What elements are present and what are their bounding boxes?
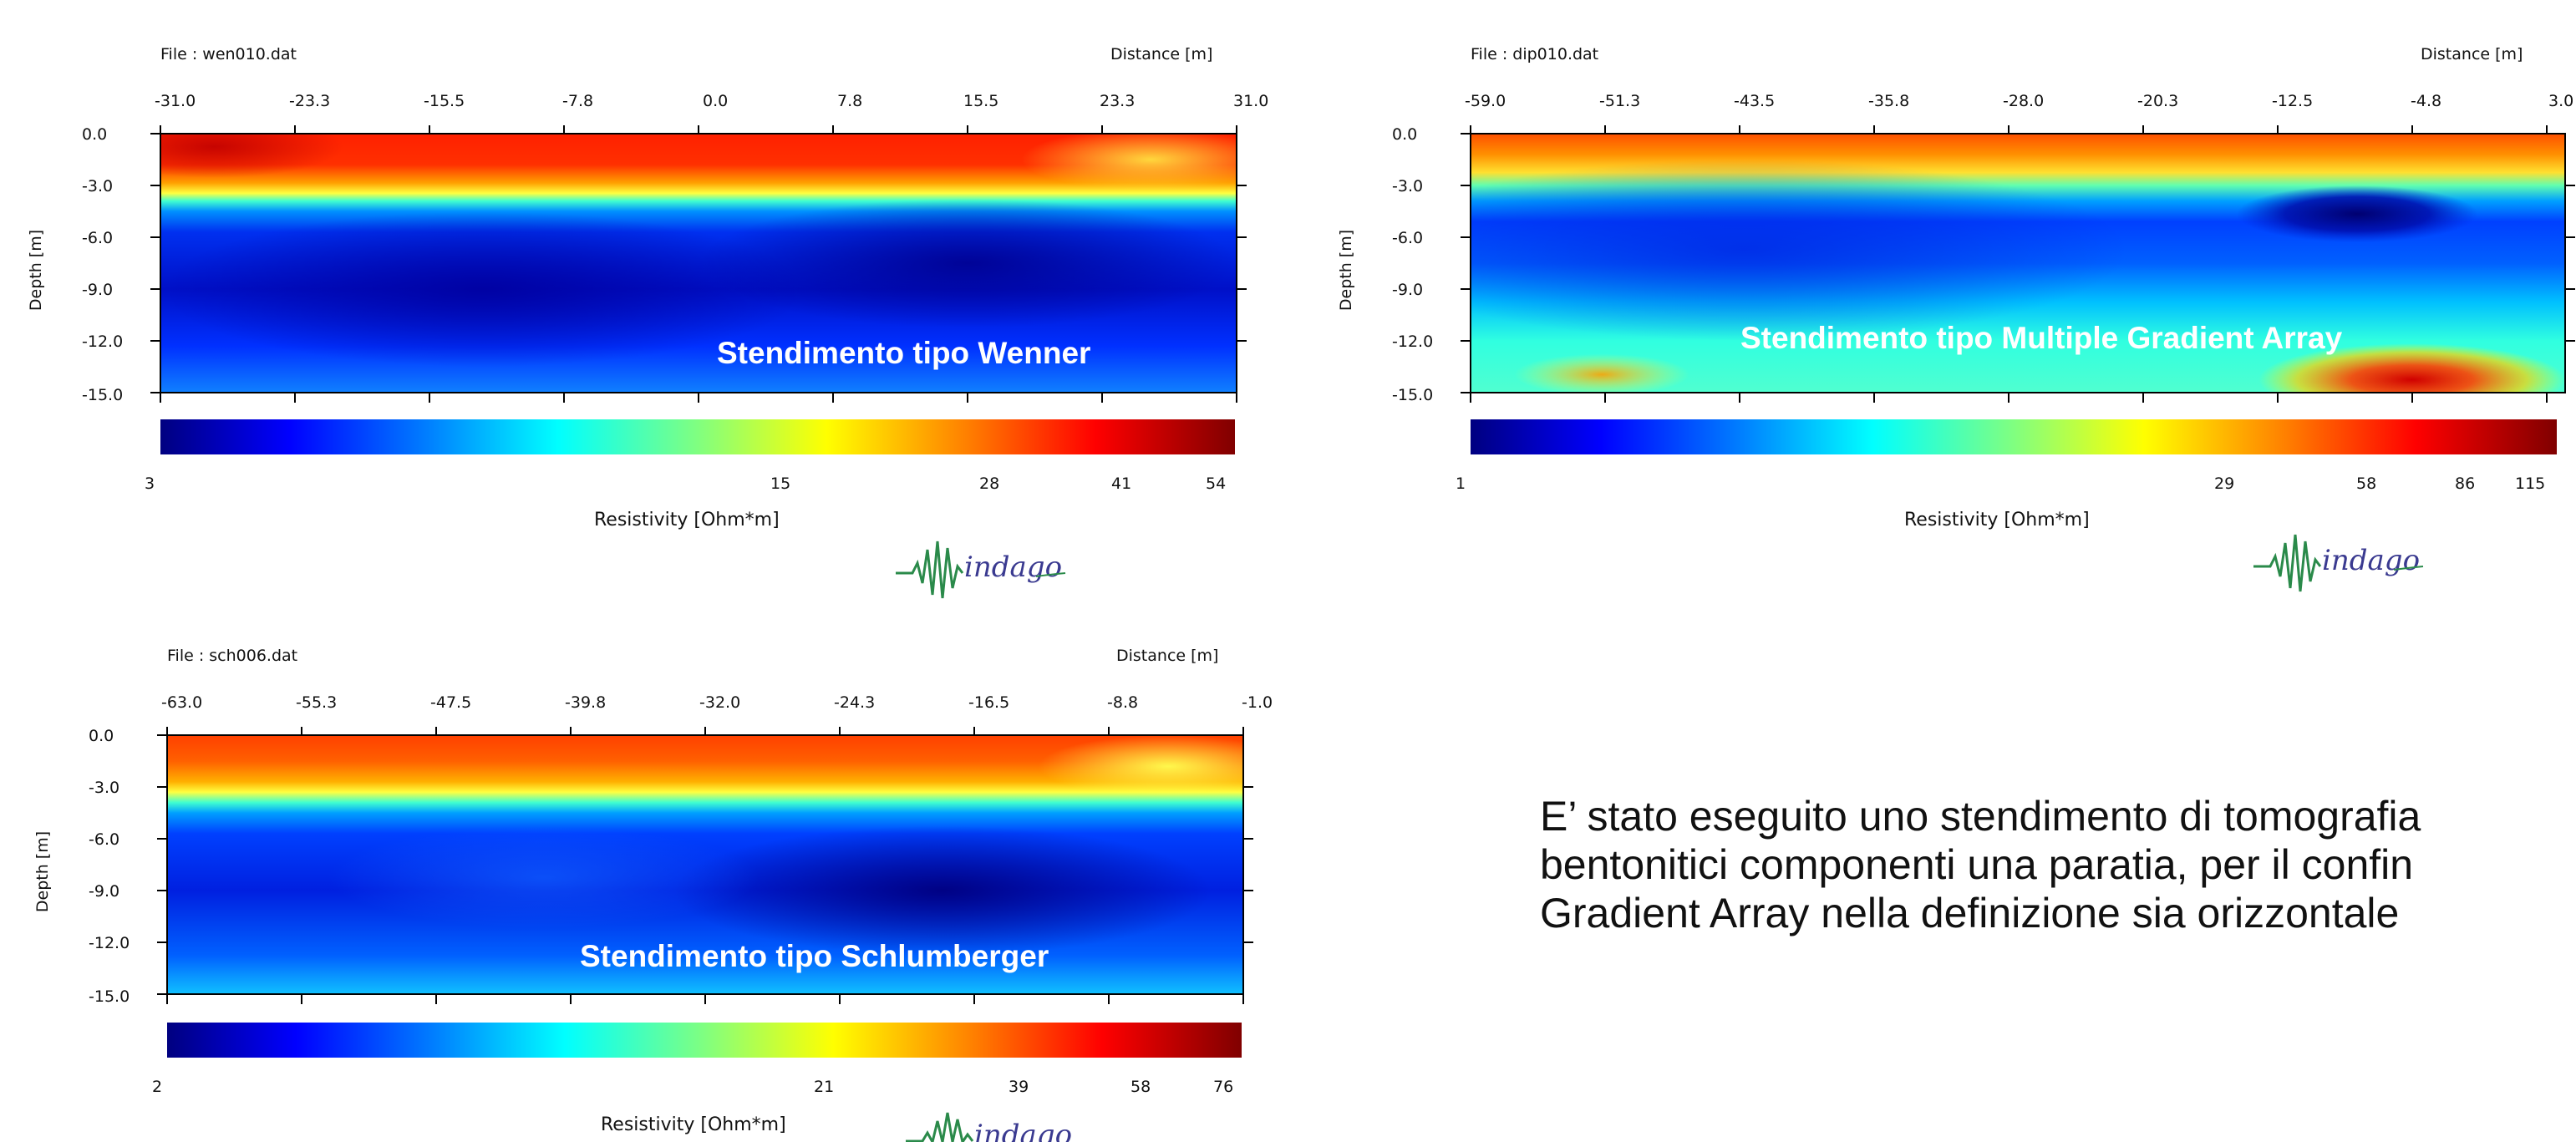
x-tick-label: 31.0 — [1233, 92, 1269, 110]
colorbar-tick-label: 21 — [814, 1078, 835, 1096]
y-tick-label: -15.0 — [89, 987, 130, 1006]
y-tick-label: -9.0 — [82, 281, 114, 299]
x-tick-label: -8.8 — [1107, 693, 1139, 712]
colorbar-tick-label: 2 — [152, 1078, 163, 1096]
x-tick-label: -16.5 — [968, 693, 1010, 712]
description-text: E’ stato eseguito uno stendimento di tom… — [1540, 792, 2576, 937]
x-tick-label: 23.3 — [1100, 92, 1136, 110]
colorbar — [160, 419, 1235, 454]
section-shade — [160, 134, 1237, 393]
colorbar-tick-label: 39 — [1009, 1078, 1029, 1096]
colorbar-tick-label: 54 — [1206, 475, 1227, 493]
company-logo: indago — [906, 1112, 1072, 1142]
x-tick-label: -63.0 — [161, 693, 203, 712]
colorbar-tick-label: 58 — [1130, 1078, 1151, 1096]
x-tick-label: -47.5 — [430, 693, 472, 712]
x-tick-label: -23.3 — [289, 92, 331, 110]
y-tick-label: -9.0 — [89, 882, 120, 901]
colorbar-tick-label: 29 — [2214, 475, 2235, 493]
section-shade — [1471, 134, 2565, 393]
section-shade — [167, 735, 1243, 994]
description-line: bentonitici componenti una paratia, per … — [1540, 841, 2414, 888]
y-tick-label: -12.0 — [89, 934, 130, 952]
x-tick-label: -51.3 — [1599, 92, 1641, 110]
y-tick-label: -15.0 — [82, 386, 124, 404]
x-tick-label: 3.0 — [2548, 92, 2574, 110]
y-tick-label: -12.0 — [1392, 332, 1434, 351]
x-tick-label: -31.0 — [155, 92, 196, 110]
depth-axis-label: Depth [m] — [27, 229, 46, 312]
resistivity-label: Resistivity [Ohm*m] — [601, 1114, 786, 1135]
section-title: Stendimento tipo Multiple Gradient Array — [1740, 321, 2343, 355]
depth-axis-label: Depth [m] — [33, 830, 53, 913]
tick-marks — [1461, 125, 2575, 403]
colorbar — [1471, 419, 2557, 454]
section-title: Stendimento tipo Wenner — [717, 336, 1091, 370]
company-logo: indago — [896, 541, 1066, 599]
plot-frame — [1470, 133, 2566, 393]
x-tick-label: 7.8 — [837, 92, 863, 110]
depth-axis-label: Depth [m] — [1337, 229, 1356, 312]
x-tick-label: -43.5 — [1734, 92, 1776, 110]
y-tick-label: -12.0 — [82, 332, 124, 351]
colorbar-tick-label: 41 — [1111, 475, 1132, 493]
colorbar-tick-label: 3 — [145, 475, 155, 493]
resistivity-section — [1461, 125, 2575, 403]
colorbar-tick-label: 86 — [2455, 475, 2476, 493]
x-tick-label: -28.0 — [2003, 92, 2045, 110]
tick-marks — [150, 125, 1247, 403]
y-tick-label: -15.0 — [1392, 386, 1434, 404]
resistivity-label: Resistivity [Ohm*m] — [594, 510, 780, 530]
svg-text:indago: indago — [2322, 544, 2420, 577]
y-tick-label: -6.0 — [82, 229, 114, 247]
svg-text:indago: indago — [974, 1119, 1072, 1142]
colorbar-tick-label: 115 — [2515, 475, 2546, 493]
x-tick-label: -15.5 — [424, 92, 465, 110]
y-tick-label: 0.0 — [89, 727, 114, 745]
x-tick-label: -20.3 — [2137, 92, 2179, 110]
y-tick-label: 0.0 — [1392, 125, 1418, 144]
y-tick-label: -3.0 — [89, 779, 120, 797]
y-tick-label: -6.0 — [89, 830, 120, 849]
resistivity-label: Resistivity [Ohm*m] — [1904, 510, 2090, 530]
x-tick-label: -24.3 — [834, 693, 876, 712]
x-tick-label: -59.0 — [1465, 92, 1506, 110]
colorbar-tick-label: 28 — [979, 475, 1000, 493]
svg-text:indago: indago — [964, 551, 1062, 584]
distance-label: Distance [m] — [2421, 45, 2523, 63]
distance-label: Distance [m] — [1110, 45, 1213, 63]
x-tick-label: -7.8 — [562, 92, 594, 110]
y-tick-label: -6.0 — [1392, 229, 1424, 247]
file-label: File : wen010.dat — [160, 45, 297, 63]
x-tick-label: 15.5 — [963, 92, 999, 110]
x-tick-label: -55.3 — [296, 693, 338, 712]
y-tick-label: -3.0 — [82, 177, 114, 195]
section-title: Stendimento tipo Schlumberger — [580, 939, 1049, 973]
colorbar-tick-label: 1 — [1456, 475, 1466, 493]
x-tick-label: -39.8 — [565, 693, 607, 712]
colorbar-tick-label: 15 — [770, 475, 791, 493]
x-tick-label: -4.8 — [2411, 92, 2442, 110]
resistivity-section — [150, 125, 1247, 403]
x-tick-label: -35.8 — [1868, 92, 1910, 110]
colorbar-tick-label: 58 — [2356, 475, 2377, 493]
file-label: File : sch006.dat — [167, 647, 298, 665]
company-logo: indago — [2253, 534, 2424, 592]
tick-marks — [157, 727, 1253, 1004]
colorbar-tick-label: 76 — [1213, 1078, 1234, 1096]
file-label: File : dip010.dat — [1471, 45, 1599, 63]
resistivity-section — [157, 727, 1253, 1004]
y-tick-label: -3.0 — [1392, 177, 1424, 195]
x-tick-label: -1.0 — [1242, 693, 1273, 712]
y-tick-label: 0.0 — [82, 125, 108, 144]
description-line: E’ stato eseguito uno stendimento di tom… — [1540, 793, 2421, 840]
x-tick-label: -32.0 — [699, 693, 741, 712]
y-tick-label: -9.0 — [1392, 281, 1424, 299]
distance-label: Distance [m] — [1116, 647, 1219, 665]
x-tick-label: -12.5 — [2272, 92, 2314, 110]
description-line: Gradient Array nella definizione sia ori… — [1540, 890, 2400, 936]
colorbar — [167, 1023, 1242, 1058]
x-tick-label: 0.0 — [703, 92, 729, 110]
